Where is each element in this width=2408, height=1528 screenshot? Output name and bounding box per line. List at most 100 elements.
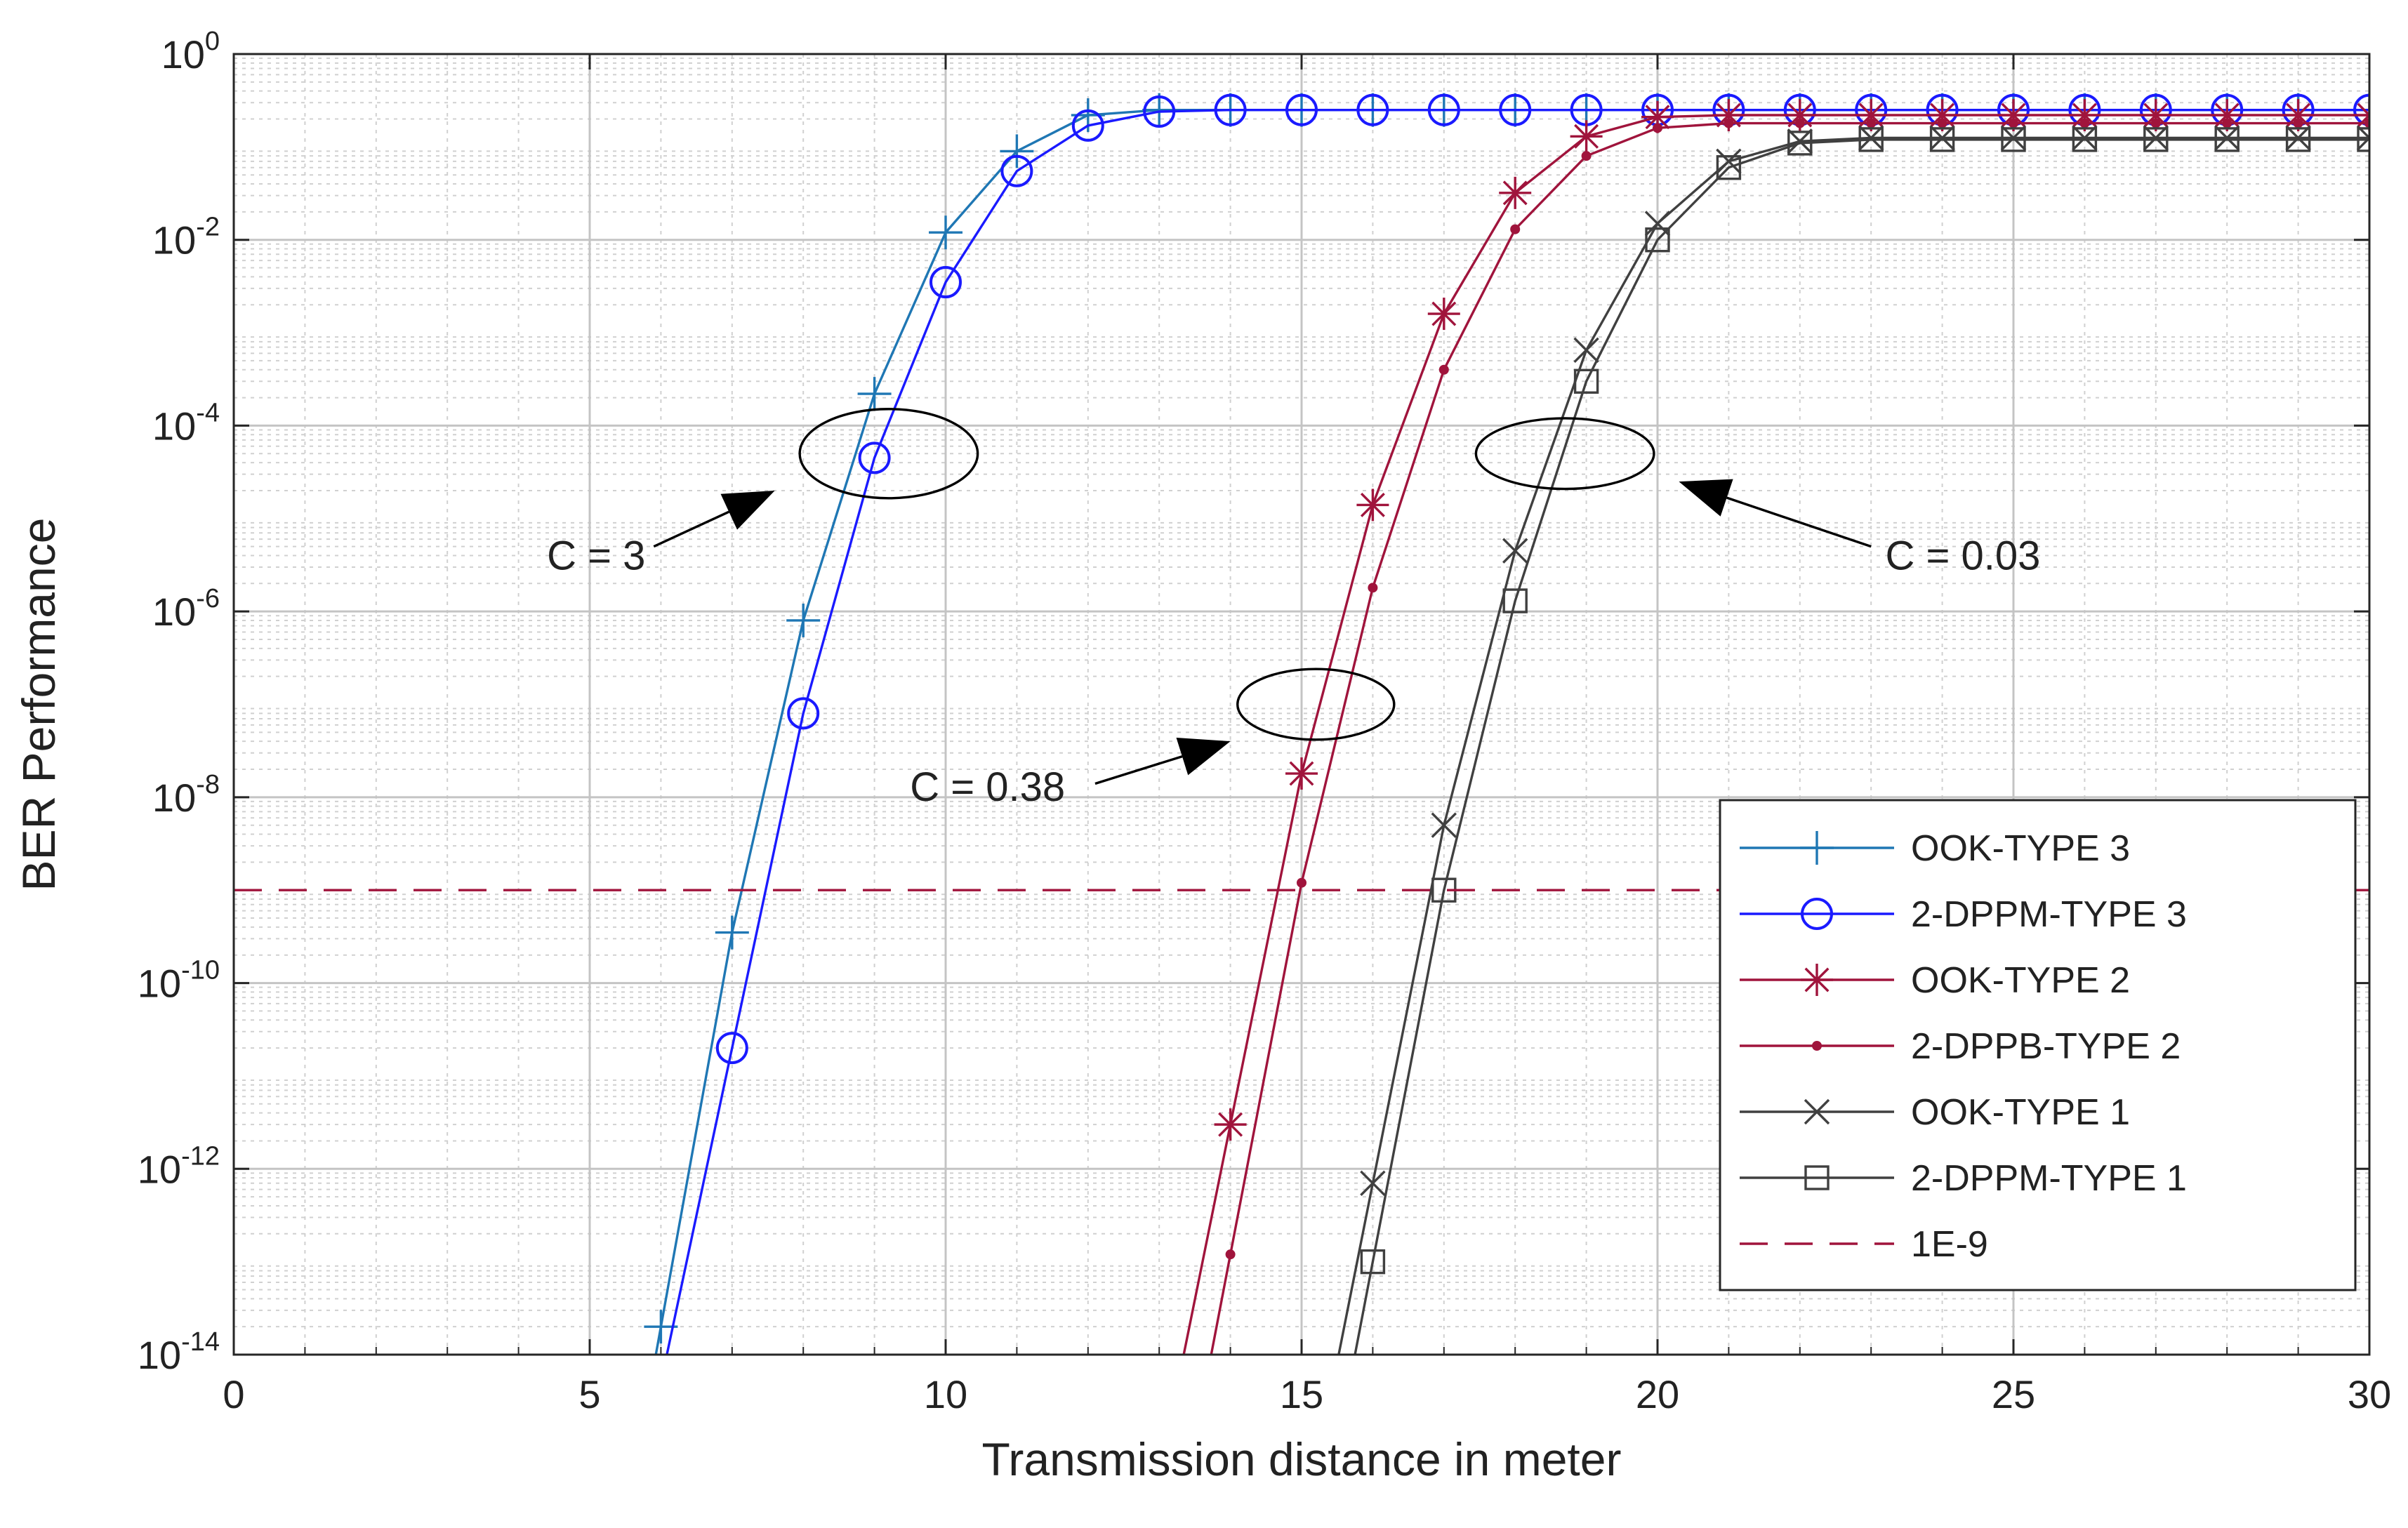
y-tick-label: 10-14 xyxy=(138,1327,220,1377)
annotation-1: C = 0.38 xyxy=(910,667,1396,810)
data-point xyxy=(787,697,820,730)
data-point xyxy=(1285,757,1318,790)
data-point xyxy=(2150,118,2161,128)
data-point xyxy=(2364,118,2369,128)
data-point xyxy=(1360,1170,1386,1196)
data-point xyxy=(1787,128,1813,154)
annotation-arrow-head xyxy=(720,490,775,530)
x-tick-label: 30 xyxy=(2348,1372,2391,1416)
data-point xyxy=(2214,127,2240,152)
data-point xyxy=(2009,118,2018,128)
data-point xyxy=(1794,118,1805,128)
data-point xyxy=(1866,118,1877,128)
annotation-2: C = 0.03 xyxy=(1474,417,2040,578)
data-point xyxy=(1360,1249,1386,1275)
data-point xyxy=(2285,125,2311,151)
annotation-label: C = 0.38 xyxy=(910,764,1065,810)
x-tick-label: 25 xyxy=(1992,1372,2035,1416)
data-point xyxy=(1225,1249,1236,1260)
legend-entry: 1E-9 xyxy=(1740,1224,1988,1265)
y-tick-label: 10-2 xyxy=(152,213,220,263)
y-tick-label: 10-6 xyxy=(152,584,220,634)
data-point xyxy=(1285,93,1318,126)
data-point xyxy=(2143,127,2169,152)
data-point xyxy=(1724,118,1734,128)
data-point xyxy=(929,215,962,250)
annotation-ellipse xyxy=(1474,417,1655,491)
data-point xyxy=(1510,224,1521,234)
data-point xyxy=(1929,125,1955,151)
annotation-ellipse xyxy=(798,408,979,500)
legend-label: 2-DPPM-TYPE 1 xyxy=(1911,1158,2187,1199)
annotation-ellipse xyxy=(1236,667,1396,741)
series-line xyxy=(1354,138,2369,1355)
data-point xyxy=(715,915,749,950)
x-tick-label: 5 xyxy=(578,1372,600,1416)
data-point xyxy=(1502,588,1528,613)
data-point xyxy=(930,266,962,299)
data-point xyxy=(1297,877,1306,888)
y-tick-label: 100 xyxy=(161,27,220,77)
data-point xyxy=(2000,125,2027,151)
legend-entry: 2-DPPM-TYPE 3 xyxy=(1740,894,2187,935)
annotation-arrow-head xyxy=(1679,479,1733,517)
legend-label: 2-DPPB-TYPE 2 xyxy=(1911,1026,2181,1067)
data-point xyxy=(2353,93,2369,126)
series-5 xyxy=(1354,127,2369,1355)
legend-entry: 2-DPPB-TYPE 2 xyxy=(1740,1026,2181,1067)
data-point xyxy=(1214,1108,1247,1141)
data-point xyxy=(1499,176,1532,209)
y-tick-label: 10-10 xyxy=(138,956,220,1006)
ticks-layer: 0 5 10 15 20 25 30 100 10-2 10-4 10-6 10-8 10-10 10-1… xyxy=(138,27,2391,1416)
data-point xyxy=(2222,118,2232,128)
data-point xyxy=(786,603,821,637)
data-point xyxy=(1427,93,1460,126)
legend-label: 1E-9 xyxy=(1911,1224,1988,1265)
y-tick-label: 10-12 xyxy=(138,1141,220,1191)
data-point xyxy=(2072,127,2098,152)
legend-entry: 2-DPPM-TYPE 1 xyxy=(1740,1158,2187,1199)
legend-label: 2-DPPM-TYPE 3 xyxy=(1911,894,2187,935)
data-point xyxy=(857,377,892,411)
series-line xyxy=(1210,121,2369,1355)
legend-entry: OOK-TYPE 3 xyxy=(1740,828,2130,869)
data-point xyxy=(2143,125,2169,151)
legend-marker xyxy=(1801,898,1833,930)
series-4 xyxy=(1337,125,2369,1355)
x-tick-label: 20 xyxy=(1636,1372,1679,1416)
data-point xyxy=(1570,120,1603,153)
data-point xyxy=(1427,298,1460,331)
legend-label: OOK-TYPE 3 xyxy=(1911,828,2130,869)
legend-marker xyxy=(1800,831,1834,865)
y-tick-label: 10-4 xyxy=(152,398,220,448)
legend-marker xyxy=(1801,964,1833,996)
y-axis-label: BER Performance xyxy=(13,518,65,891)
data-point xyxy=(2079,118,2090,128)
data-point xyxy=(2293,118,2303,128)
legend: OOK-TYPE 3 2-DPPM-TYPE 3 OOK-TYPE 2 2-DPPB-… xyxy=(1719,799,2357,1291)
data-point xyxy=(2214,125,2240,151)
data-point xyxy=(1858,127,1884,152)
data-point xyxy=(2001,127,2026,152)
data-point xyxy=(1787,131,1813,156)
x-axis-label: Transmission distance in meter xyxy=(982,1433,1622,1485)
data-point xyxy=(1573,368,1599,394)
x-tick-label: 0 xyxy=(223,1372,244,1416)
series-3 xyxy=(1210,118,2369,1355)
data-point xyxy=(1581,151,1592,161)
legend-entry: OOK-TYPE 2 xyxy=(1740,960,2130,1001)
data-point xyxy=(1929,127,1955,152)
series-line xyxy=(1337,136,2369,1355)
data-point xyxy=(1645,227,1670,253)
data-point xyxy=(1438,364,1449,375)
annotation-label: C = 3 xyxy=(547,533,645,578)
legend-label: OOK-TYPE 2 xyxy=(1911,960,2130,1001)
data-point xyxy=(2356,125,2369,151)
data-point xyxy=(1858,125,1884,151)
annotation-arrow-shaft xyxy=(653,510,729,548)
data-point xyxy=(1214,93,1247,126)
data-point xyxy=(1356,489,1389,521)
data-point xyxy=(1000,134,1034,168)
data-point xyxy=(1356,93,1389,126)
